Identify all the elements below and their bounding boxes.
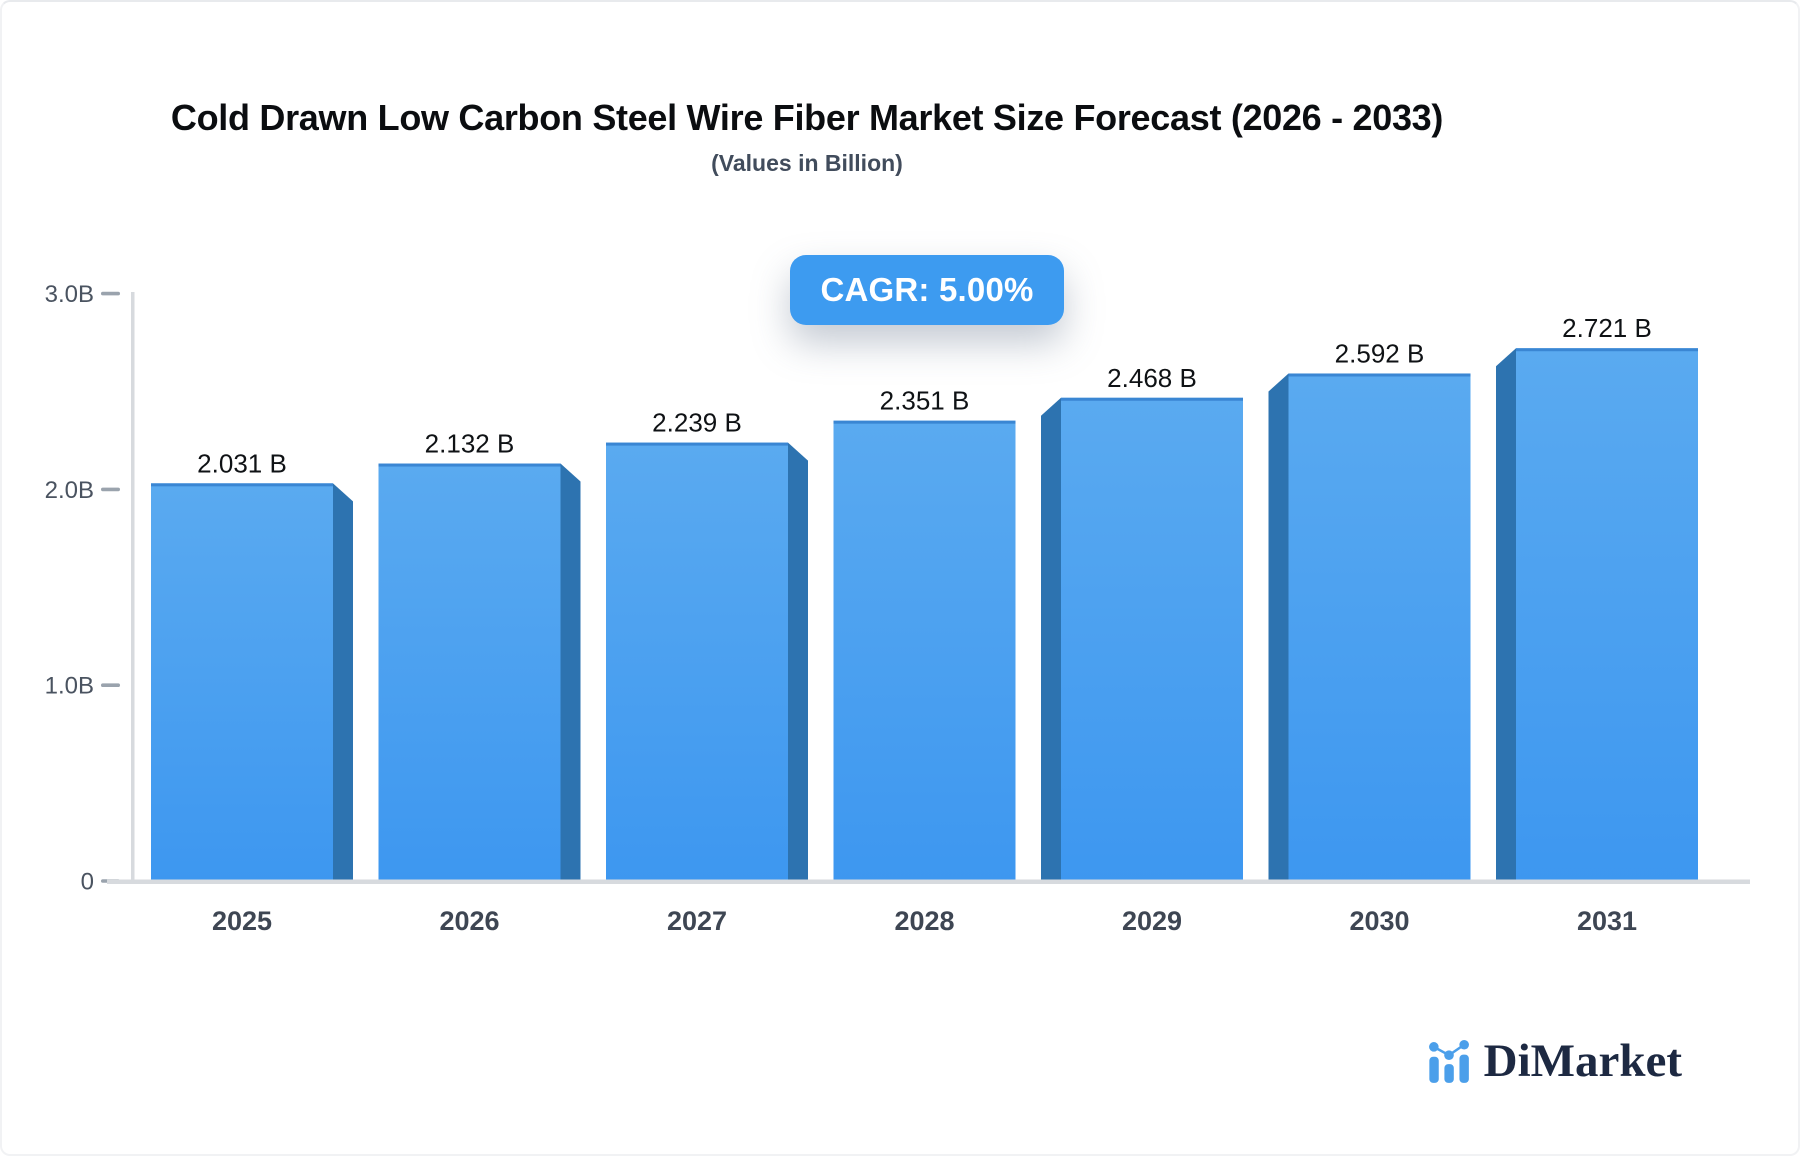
bar-front-face [1061, 397, 1243, 882]
bar-2025[interactable] [151, 483, 353, 882]
bar-side-face [788, 442, 808, 881]
bar-top-edge [378, 463, 561, 467]
bar-value-label: 2.239 B [652, 408, 742, 438]
x-axis-label-2030: 2030 [1349, 906, 1409, 936]
y-tick-label-1.0B: 1.0B [45, 673, 94, 700]
y-tick-2.0B [101, 487, 120, 492]
bar-2027[interactable] [606, 442, 808, 882]
chart-subtitle: (Values in Billion) [711, 150, 903, 176]
x-axis-label-2029: 2029 [1122, 906, 1182, 936]
bar-value-label: 2.351 B [880, 386, 970, 416]
bar-side-face [1041, 397, 1061, 881]
bar-side-face [1268, 373, 1289, 881]
bar-2026[interactable] [378, 463, 581, 882]
bar-top-edge [606, 442, 788, 446]
x-axis-line [107, 879, 1750, 884]
bar-2029[interactable] [1041, 397, 1243, 882]
cagr-badge-label: CAGR: 5.00% [820, 271, 1034, 308]
x-axis-label-2027: 2027 [667, 906, 727, 936]
bar-front-face [1516, 348, 1698, 882]
bar-2028[interactable] [833, 420, 1016, 882]
bar-front-face [833, 420, 1016, 882]
y-tick-3.0B [101, 291, 120, 296]
bar-side-face [1496, 348, 1516, 881]
bar-top-edge [1516, 348, 1698, 352]
brand-name: DiMarket [1483, 1035, 1682, 1087]
bar-value-label: 2.592 B [1335, 338, 1425, 368]
bar-value-label: 2.132 B [425, 429, 515, 459]
x-axis-label-2025: 2025 [212, 906, 272, 936]
y-tick-1.0B [101, 683, 120, 687]
bar-top-edge [833, 420, 1016, 424]
bar-top-edge [151, 483, 333, 487]
bar-value-label: 2.468 B [1107, 363, 1197, 393]
chart-title: Cold Drawn Low Carbon Steel Wire Fiber M… [170, 97, 1444, 138]
bar-2031[interactable] [1496, 348, 1698, 882]
bar-side-face [560, 463, 581, 881]
bar-2030[interactable] [1268, 373, 1471, 882]
x-axis-label-2031: 2031 [1577, 906, 1637, 936]
bar-front-face [151, 483, 333, 882]
bar-front-face [606, 442, 788, 882]
brand-logo: DiMarket [1426, 1038, 1682, 1085]
cagr-badge: CAGR: 5.00% [790, 255, 1064, 325]
y-tick-label-3.0B: 3.0B [45, 281, 94, 308]
y-axis-line [131, 292, 135, 883]
x-axis-label-2026: 2026 [439, 906, 499, 936]
y-tick-label-0: 0 [81, 869, 94, 896]
bar-value-label: 2.721 B [1562, 313, 1652, 343]
bar-top-edge [1061, 397, 1243, 401]
x-axis-label-2028: 2028 [894, 906, 954, 936]
bar-front-face [1288, 373, 1471, 882]
bar-front-face [378, 463, 561, 882]
bar-top-edge [1288, 373, 1471, 377]
bar-side-face [333, 483, 353, 881]
bar-value-label: 2.031 B [197, 448, 287, 478]
y-tick-label-2.0B: 2.0B [45, 477, 94, 504]
bar-chart-logo-icon [1428, 1039, 1469, 1083]
